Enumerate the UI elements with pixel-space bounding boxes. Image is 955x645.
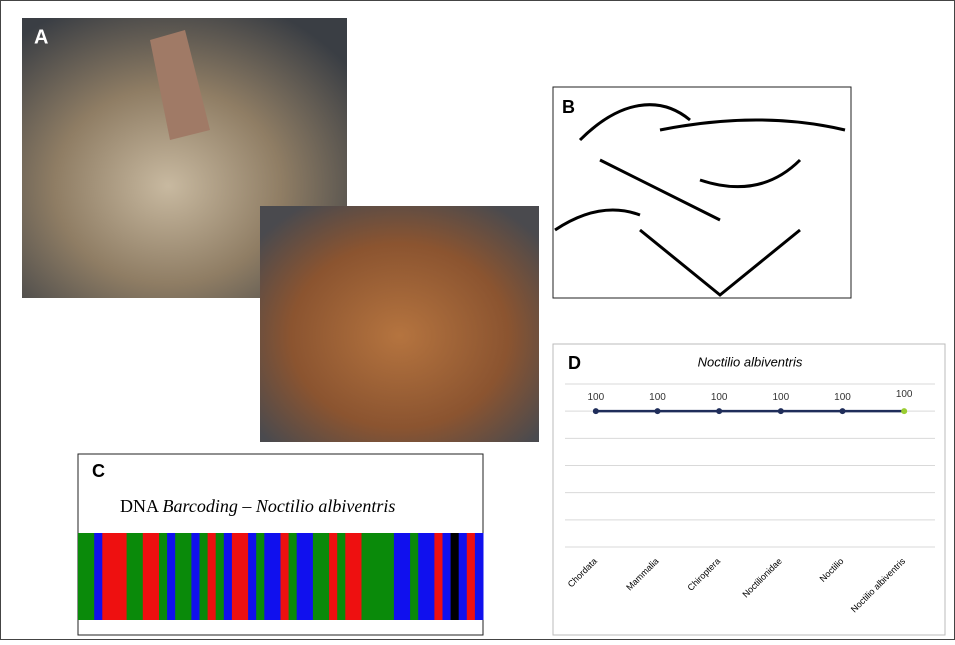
barcode-stripe xyxy=(231,533,241,620)
barcode-stripe xyxy=(264,533,273,620)
barcode-stripe xyxy=(410,533,419,620)
barcode-stripe xyxy=(296,533,306,620)
barcode-stripe xyxy=(474,533,484,620)
barcode-stripe xyxy=(191,533,200,620)
barcode-stripe xyxy=(321,533,330,620)
ear xyxy=(150,30,210,140)
barcode-stripe xyxy=(78,533,87,620)
barcode-stripe xyxy=(272,533,281,620)
point xyxy=(592,408,599,415)
value-label: 100 xyxy=(649,392,666,403)
point xyxy=(777,408,784,415)
barcode-stripe xyxy=(345,533,354,620)
point xyxy=(716,408,723,415)
barcode-stripe xyxy=(86,533,95,620)
barcode-stripe xyxy=(94,533,103,620)
chart-title: Noctilio albiventris xyxy=(698,354,803,369)
barcode-stripe xyxy=(312,533,322,620)
barcode-stripe xyxy=(150,533,160,620)
barcode-stripe xyxy=(288,533,298,620)
barcode-stripe xyxy=(215,533,225,620)
photo-b xyxy=(260,206,539,442)
barcode-stripe xyxy=(442,533,452,620)
barcode-stripe xyxy=(118,533,128,620)
point xyxy=(839,408,846,415)
barcode-stripe xyxy=(393,533,403,620)
barcode-prefix: DNA xyxy=(120,496,159,516)
barcode-stripe xyxy=(450,533,460,620)
barcode-stripe xyxy=(110,533,119,620)
barcode-stripe xyxy=(175,533,184,620)
barcode-stripe xyxy=(353,533,362,620)
barcode-stripe xyxy=(418,533,427,620)
barcode-stripe xyxy=(126,533,136,620)
barcode-stripe xyxy=(159,533,168,620)
value-label: 100 xyxy=(711,392,728,403)
panel-label: D xyxy=(568,353,581,373)
barcode-stripe xyxy=(329,533,338,620)
value-label: 100 xyxy=(896,389,913,400)
barcode-stripe xyxy=(434,533,443,620)
barcode-stripe xyxy=(256,533,265,620)
panel-label: C xyxy=(92,461,105,481)
barcode-stripe xyxy=(207,533,217,620)
chart-box xyxy=(552,343,946,636)
barcode-stripe xyxy=(142,533,152,620)
barcode-stripe xyxy=(458,533,468,620)
drawing-box xyxy=(552,86,852,299)
value-label: 100 xyxy=(834,392,851,403)
barcode-stripe xyxy=(102,533,111,620)
barcode-stripe xyxy=(134,533,144,620)
barcode-stripe xyxy=(304,533,314,620)
value-label: 100 xyxy=(772,392,789,403)
barcode-stripe xyxy=(369,533,379,620)
panel-label: A xyxy=(34,26,48,48)
barcode-stripe xyxy=(280,533,290,620)
barcode-stripe xyxy=(377,533,387,620)
barcode-stripe xyxy=(199,533,209,620)
barcode-stripe xyxy=(337,533,346,620)
barcode-stripe xyxy=(223,533,233,620)
barcode-stripe xyxy=(248,533,257,620)
point xyxy=(901,408,908,415)
drawing xyxy=(554,103,846,297)
panel-label: B xyxy=(562,97,575,117)
barcode-stripe xyxy=(426,533,435,620)
barcode-stripe xyxy=(402,533,411,620)
barcode-stripe xyxy=(385,533,395,620)
barcode-title: DNA Barcoding – Noctilio albiventris xyxy=(120,496,395,516)
barcode-stripe xyxy=(183,533,192,620)
point xyxy=(654,408,661,415)
barcode-name: Barcoding – Noctilio albiventris xyxy=(163,496,396,516)
barcode-stripe xyxy=(167,533,176,620)
barcode-stripe xyxy=(240,533,249,620)
value-label: 100 xyxy=(587,392,604,403)
barcode-stripe xyxy=(466,533,476,620)
barcode-stripe xyxy=(361,533,371,620)
